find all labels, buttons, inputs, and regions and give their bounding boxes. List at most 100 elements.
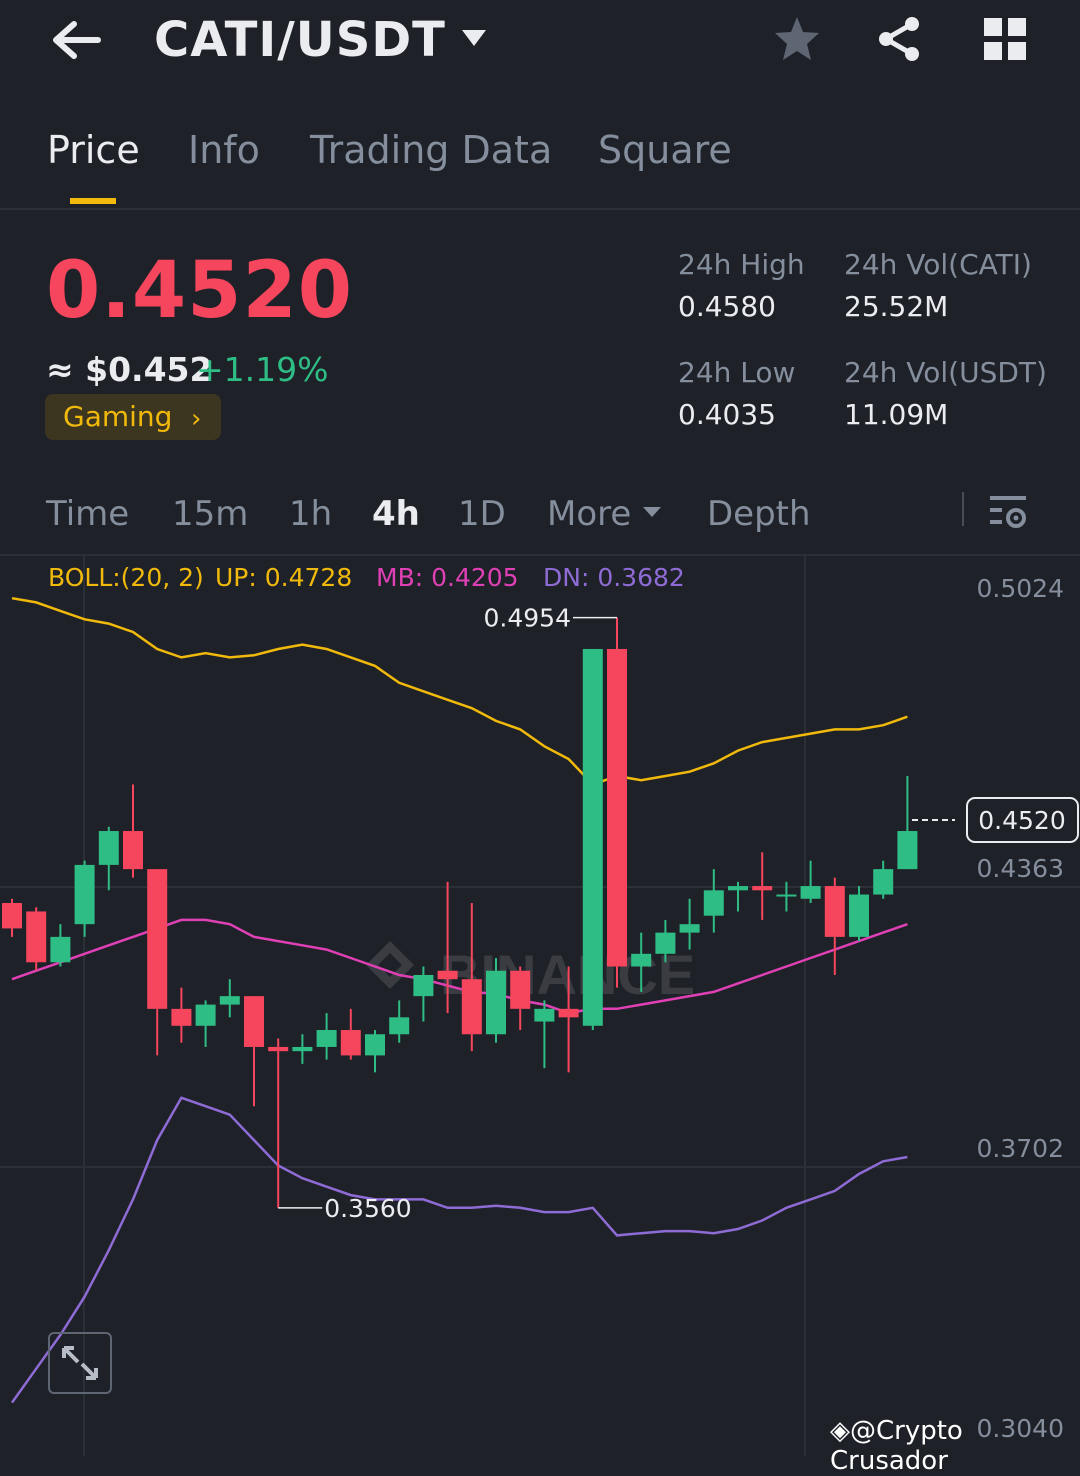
candle-up xyxy=(195,1004,216,1026)
boll-up-label: UP: 0.4728 xyxy=(215,563,352,592)
usd-price: ≈ $0.452 xyxy=(46,350,213,389)
interval-depth[interactable]: Depth xyxy=(707,494,811,534)
category-tag[interactable]: Gaming › xyxy=(45,394,221,440)
candle-down xyxy=(461,979,482,1035)
boll-lower-line xyxy=(10,1096,908,1404)
candle-up xyxy=(631,953,652,967)
watermark: ◈@Crypto Crusador xyxy=(830,1416,1080,1476)
candle-up xyxy=(655,932,676,954)
candle-down xyxy=(752,886,773,891)
candle-up xyxy=(98,831,119,865)
caret-down-icon[interactable] xyxy=(460,28,488,48)
tab-trading-data[interactable]: Trading Data xyxy=(310,128,553,172)
candle-down xyxy=(171,1008,192,1026)
candle-up xyxy=(50,936,71,963)
tab-square[interactable]: Square xyxy=(598,128,732,172)
tab-price[interactable]: Price xyxy=(47,128,140,172)
watermark-text: BINANCE xyxy=(440,943,695,1006)
last-price: 0.4520 xyxy=(46,246,353,336)
chart-labels: 0.4954 0.3560 xyxy=(278,604,617,1223)
candle-up xyxy=(776,894,797,897)
interval-bar: Time 15m 1h 4h 1D More Depth xyxy=(0,478,1080,556)
diamond-icon: ◈ xyxy=(830,1416,850,1446)
candles xyxy=(2,617,918,1208)
watermark-text: @Crypto Crusador xyxy=(830,1416,963,1476)
candle-down xyxy=(558,1008,579,1018)
caret-down-icon[interactable] xyxy=(642,506,662,518)
last-price-label: 0.4520 xyxy=(978,806,1065,835)
interval-time[interactable]: Time xyxy=(46,494,130,534)
binance-watermark: BINANCE xyxy=(366,941,695,1006)
last-price-marker: 0.4520 xyxy=(912,797,1079,843)
y-tick: 0.3040 xyxy=(977,1414,1064,1443)
interval-15m[interactable]: 15m xyxy=(172,494,249,534)
interval-4h[interactable]: 4h xyxy=(372,494,420,534)
candle-down xyxy=(340,1030,361,1056)
candle-up xyxy=(365,1034,385,1056)
category-tag-label: Gaming xyxy=(63,400,173,433)
candle-up xyxy=(74,864,95,925)
boll-dn-label: DN: 0.3682 xyxy=(543,563,685,592)
expand-button[interactable] xyxy=(48,1332,112,1394)
candle-up xyxy=(292,1046,313,1052)
boll-upper-line xyxy=(11,596,908,786)
tab-info[interactable]: Info xyxy=(188,128,260,172)
vol-base-value: 25.52M xyxy=(844,290,949,323)
candle-up xyxy=(316,1030,337,1047)
y-tick: 0.4363 xyxy=(977,854,1064,883)
chart-settings-icon[interactable] xyxy=(988,492,1028,532)
candle-up xyxy=(219,996,240,1005)
candle-down xyxy=(268,1046,289,1052)
candle-down xyxy=(2,903,22,929)
candle-down xyxy=(123,831,143,870)
candle-up xyxy=(897,831,918,870)
candle-up xyxy=(679,924,700,933)
high-value: 0.4580 xyxy=(678,290,776,323)
candlestick-chart[interactable]: BINANCE 0.4954 0.3560 BOLL:(20, 2) UP: 0.… xyxy=(0,556,1080,1456)
candle-down xyxy=(26,911,47,963)
top-bar: CATI/USDT xyxy=(0,0,1080,84)
vol-quote-value: 11.09M xyxy=(844,398,949,431)
price-change: +1.19% xyxy=(196,350,329,389)
pair-title[interactable]: CATI/USDT xyxy=(154,12,446,68)
boll-label: BOLL:(20, 2) xyxy=(48,563,204,592)
low-value: 0.4035 xyxy=(678,398,776,431)
candle-down xyxy=(607,648,627,967)
active-tab-indicator xyxy=(70,198,116,204)
expand-icon xyxy=(62,1346,98,1380)
candle-down xyxy=(147,869,168,1009)
back-arrow-icon[interactable] xyxy=(50,18,102,62)
candle-down xyxy=(244,996,264,1047)
boll-mb-label: MB: 0.4205 xyxy=(376,563,519,592)
interval-more[interactable]: More xyxy=(547,494,632,534)
candle-down xyxy=(510,970,531,1009)
candle-up xyxy=(486,970,506,1035)
star-icon[interactable] xyxy=(772,14,822,64)
candle-up xyxy=(413,974,434,997)
chevron-right-icon: › xyxy=(191,404,202,434)
high-label: 24h High xyxy=(678,248,805,281)
candle-down xyxy=(824,886,845,937)
candle-up xyxy=(800,886,821,899)
candle-up xyxy=(582,648,603,1026)
candle-up xyxy=(389,1017,410,1035)
vol-quote-label: 24h Vol(USDT) xyxy=(844,356,1047,389)
interval-1h[interactable]: 1h xyxy=(289,494,333,534)
divider xyxy=(962,492,964,526)
candle-down xyxy=(437,970,458,980)
low-label: 24h Low xyxy=(678,356,796,389)
candle-up xyxy=(534,1008,555,1022)
max-price-label: 0.4954 xyxy=(484,604,571,633)
candle-up xyxy=(703,890,724,916)
vol-base-label: 24h Vol(CATI) xyxy=(844,248,1032,281)
candle-up xyxy=(728,886,748,891)
candle-up xyxy=(873,869,894,895)
candle-up xyxy=(849,894,869,937)
min-price-label: 0.3560 xyxy=(324,1194,411,1223)
tab-bar: Price Info Trading Data Square xyxy=(0,112,1080,210)
grid-icon[interactable] xyxy=(982,16,1028,62)
y-tick: 0.5024 xyxy=(977,574,1064,603)
y-tick: 0.3702 xyxy=(977,1134,1064,1163)
interval-1d[interactable]: 1D xyxy=(458,494,506,534)
share-icon[interactable] xyxy=(874,14,924,64)
